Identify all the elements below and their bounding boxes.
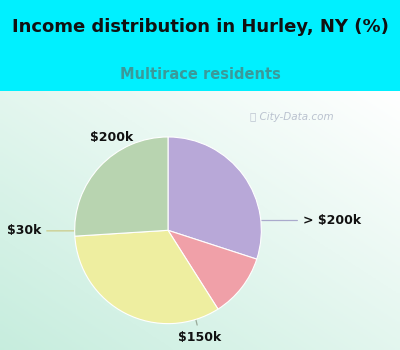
Text: Income distribution in Hurley, NY (%): Income distribution in Hurley, NY (%) <box>12 18 388 36</box>
Wedge shape <box>75 230 218 324</box>
Text: $200k: $200k <box>90 131 158 160</box>
Wedge shape <box>168 137 261 259</box>
Text: Multirace residents: Multirace residents <box>120 67 280 82</box>
Wedge shape <box>75 137 168 236</box>
Text: ⓘ City-Data.com: ⓘ City-Data.com <box>250 112 334 122</box>
Text: > $200k: > $200k <box>259 214 361 227</box>
Text: $150k: $150k <box>178 306 222 344</box>
Text: $30k: $30k <box>7 224 85 237</box>
Wedge shape <box>168 230 257 309</box>
